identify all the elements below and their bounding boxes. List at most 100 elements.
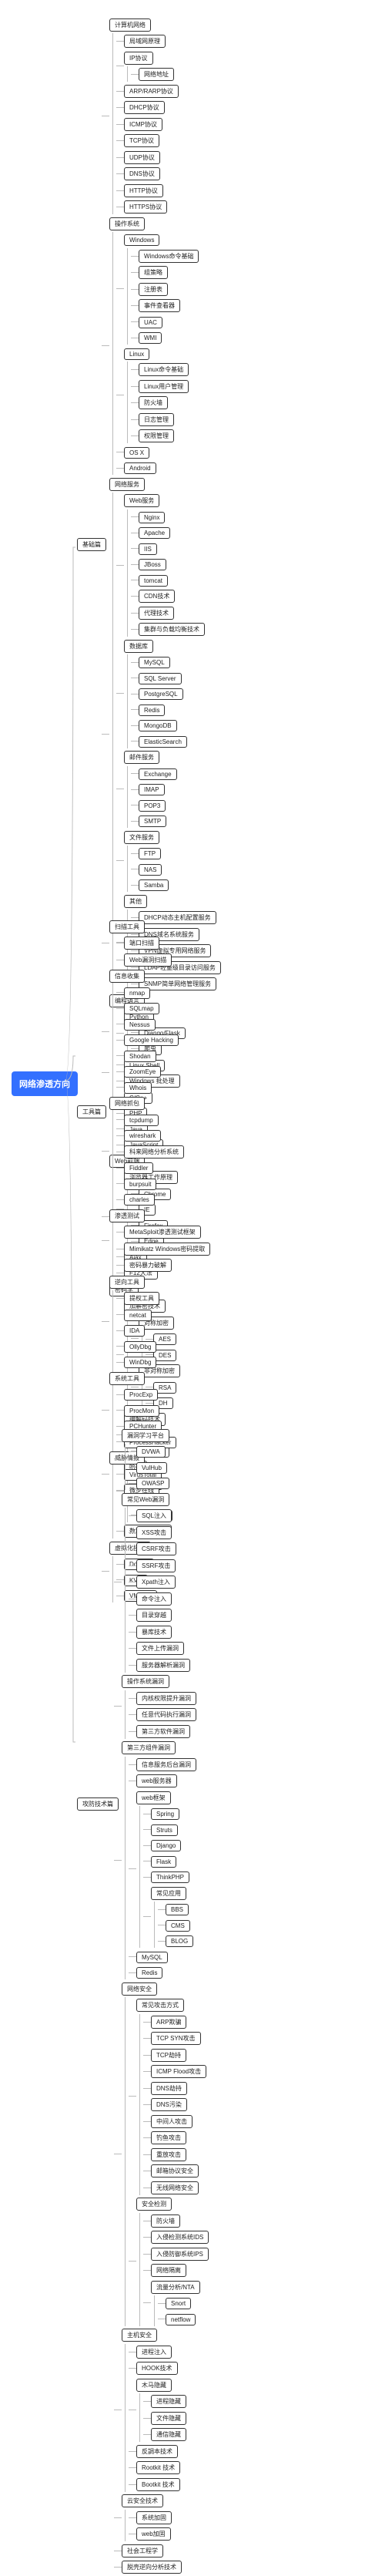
node-label[interactable]: 注册表 xyxy=(139,283,168,296)
node-label[interactable]: Linux命令基础 xyxy=(139,363,189,376)
node-label[interactable]: TCP SYN攻击 xyxy=(151,2032,201,2045)
node-label[interactable]: 通信隐藏 xyxy=(151,2428,186,2441)
node-label[interactable]: ElasticSearch xyxy=(139,736,187,748)
node-label[interactable]: web框架 xyxy=(136,1791,171,1804)
node-label[interactable]: wireshark xyxy=(124,1130,161,1142)
node-label[interactable]: 系统工具 xyxy=(109,1372,145,1385)
node-label[interactable]: 网络隔离 xyxy=(151,2264,186,2277)
node-label[interactable]: BLOG xyxy=(166,1935,193,1947)
node-label[interactable]: 目录穿越 xyxy=(136,1609,172,1622)
node-label[interactable]: Apache xyxy=(139,527,170,539)
node-label[interactable]: 重放攻击 xyxy=(151,2148,186,2161)
node-label[interactable]: Samba xyxy=(139,879,169,891)
node-label[interactable]: 进程隐藏 xyxy=(151,2395,186,2408)
node-label[interactable]: 科来网络分析系统 xyxy=(124,1145,184,1159)
node-label[interactable]: 网络安全 xyxy=(122,1982,157,1996)
node-label[interactable]: 文件服务 xyxy=(124,831,159,844)
node-label[interactable]: IP协议 xyxy=(124,52,153,65)
node-label[interactable]: Redis xyxy=(136,1967,162,1979)
node-label[interactable]: Nessus xyxy=(124,1019,156,1031)
node-label[interactable]: 权限管理 xyxy=(139,429,174,442)
node-label[interactable]: SSRF攻击 xyxy=(136,1559,176,1572)
node-label[interactable]: 网络抓包 xyxy=(109,1097,145,1110)
node-label[interactable]: 进程注入 xyxy=(136,2346,172,2359)
node-label[interactable]: XSS攻击 xyxy=(136,1526,172,1539)
node-label[interactable]: 入侵防御系统IPS xyxy=(151,2248,209,2261)
node-label[interactable]: ZoomEye xyxy=(124,1066,161,1078)
node-label[interactable]: 渗透测试 xyxy=(109,1209,145,1222)
node-label[interactable]: netcat xyxy=(124,1310,152,1321)
node-label[interactable]: Fiddler xyxy=(124,1162,153,1174)
node-label[interactable]: CSRF攻击 xyxy=(136,1542,176,1555)
node-label[interactable]: POP3 xyxy=(139,800,166,812)
node-label[interactable]: NAS xyxy=(139,864,162,876)
node-label[interactable]: 命令注入 xyxy=(136,1592,172,1606)
node-label[interactable]: Web漏洞扫描 xyxy=(124,953,172,967)
node-label[interactable]: tomcat xyxy=(139,575,168,587)
node-label[interactable]: 防火墙 xyxy=(139,396,168,409)
node-label[interactable]: Linux xyxy=(124,348,149,360)
node-label[interactable]: Mimikatz Windows密码提取 xyxy=(124,1243,210,1256)
node-label[interactable]: 代理技术 xyxy=(139,607,174,620)
node-label[interactable]: Nginx xyxy=(139,512,165,523)
node-label[interactable]: DHCP协议 xyxy=(124,101,165,114)
node-label[interactable]: 防火墙 xyxy=(151,2214,180,2228)
node-label[interactable]: 文件隐藏 xyxy=(151,2412,186,2425)
node-label[interactable]: MongoDB xyxy=(139,720,177,731)
node-label[interactable]: Rootkit 技术 xyxy=(136,2461,180,2474)
node-label[interactable]: 逆向工具 xyxy=(109,1276,145,1289)
node-label[interactable]: Exchange xyxy=(139,768,177,780)
node-label[interactable]: 社会工程学 xyxy=(122,2544,163,2558)
node-label[interactable]: 常见Web漏洞 xyxy=(122,1493,169,1506)
node-label[interactable]: 第三方组件漏洞 xyxy=(122,1741,176,1754)
node-label[interactable]: TCP协议 xyxy=(124,134,159,147)
node-label[interactable]: HTTP协议 xyxy=(124,184,163,197)
node-label[interactable]: JBoss xyxy=(139,559,166,570)
section-title[interactable]: 基础篇 xyxy=(77,538,106,551)
node-label[interactable]: 漏洞学习平台 xyxy=(122,1429,169,1442)
node-label[interactable]: OllyDbg xyxy=(124,1341,156,1353)
node-label[interactable]: ARP欺骗 xyxy=(151,2016,186,2029)
node-label[interactable]: tcpdump xyxy=(124,1115,159,1126)
node-label[interactable]: ICMP协议 xyxy=(124,118,162,131)
node-label[interactable]: CMS xyxy=(166,1920,190,1932)
node-label[interactable]: Snort xyxy=(166,2298,191,2309)
node-label[interactable]: 端口扫描 xyxy=(124,937,159,950)
node-label[interactable]: IIS xyxy=(139,543,157,555)
node-label[interactable]: 提权工具 xyxy=(124,1292,159,1305)
node-label[interactable]: 系统加固 xyxy=(136,2511,172,2524)
node-label[interactable]: 集群与负载均衡技术 xyxy=(139,623,205,636)
node-label[interactable]: 入侵检测系统IDS xyxy=(151,2231,209,2244)
node-label[interactable]: 流量分析/NTA xyxy=(151,2281,200,2294)
node-label[interactable]: UDP协议 xyxy=(124,151,160,164)
node-label[interactable]: burpsuit xyxy=(124,1179,156,1190)
node-label[interactable]: HOOK技术 xyxy=(136,2362,178,2375)
node-label[interactable]: SQL注入 xyxy=(136,1509,172,1522)
node-label[interactable]: nmap xyxy=(124,987,150,999)
node-label[interactable]: IMAP xyxy=(139,784,165,795)
node-label[interactable]: OWASP xyxy=(136,1478,169,1489)
node-label[interactable]: Xpath注入 xyxy=(136,1576,176,1589)
node-label[interactable]: Bootkit 技术 xyxy=(136,2478,180,2491)
node-label[interactable]: Web服务 xyxy=(124,494,159,507)
node-label[interactable]: SMTP xyxy=(139,816,166,827)
node-label[interactable]: 第三方软件漏洞 xyxy=(136,1725,190,1738)
node-label[interactable]: 常见攻击方式 xyxy=(136,1999,184,2012)
node-label[interactable]: 暴库技术 xyxy=(136,1626,172,1639)
node-label[interactable]: 信息收集 xyxy=(109,970,145,983)
node-label[interactable]: VulHub xyxy=(136,1462,167,1474)
node-label[interactable]: UAC xyxy=(139,317,162,328)
node-label[interactable]: 服务器解析漏洞 xyxy=(136,1659,190,1672)
node-label[interactable]: 其他 xyxy=(124,895,147,908)
node-label[interactable]: 网络服务 xyxy=(109,478,145,491)
node-label[interactable]: web加固 xyxy=(136,2527,171,2541)
node-label[interactable]: 无线网络安全 xyxy=(151,2181,199,2194)
node-label[interactable]: 网络地址 xyxy=(139,68,174,81)
node-label[interactable]: ProcMon xyxy=(124,1405,159,1417)
node-label[interactable]: 文件上传漏洞 xyxy=(136,1642,184,1655)
node-label[interactable]: Google Hacking xyxy=(124,1034,179,1046)
node-label[interactable]: TCP劫持 xyxy=(151,2049,186,2062)
node-label[interactable]: IDA xyxy=(124,1325,145,1337)
node-label[interactable]: 脱壳逆向分析技术 xyxy=(122,2561,182,2574)
node-label[interactable]: 常见应用 xyxy=(151,1887,186,1900)
